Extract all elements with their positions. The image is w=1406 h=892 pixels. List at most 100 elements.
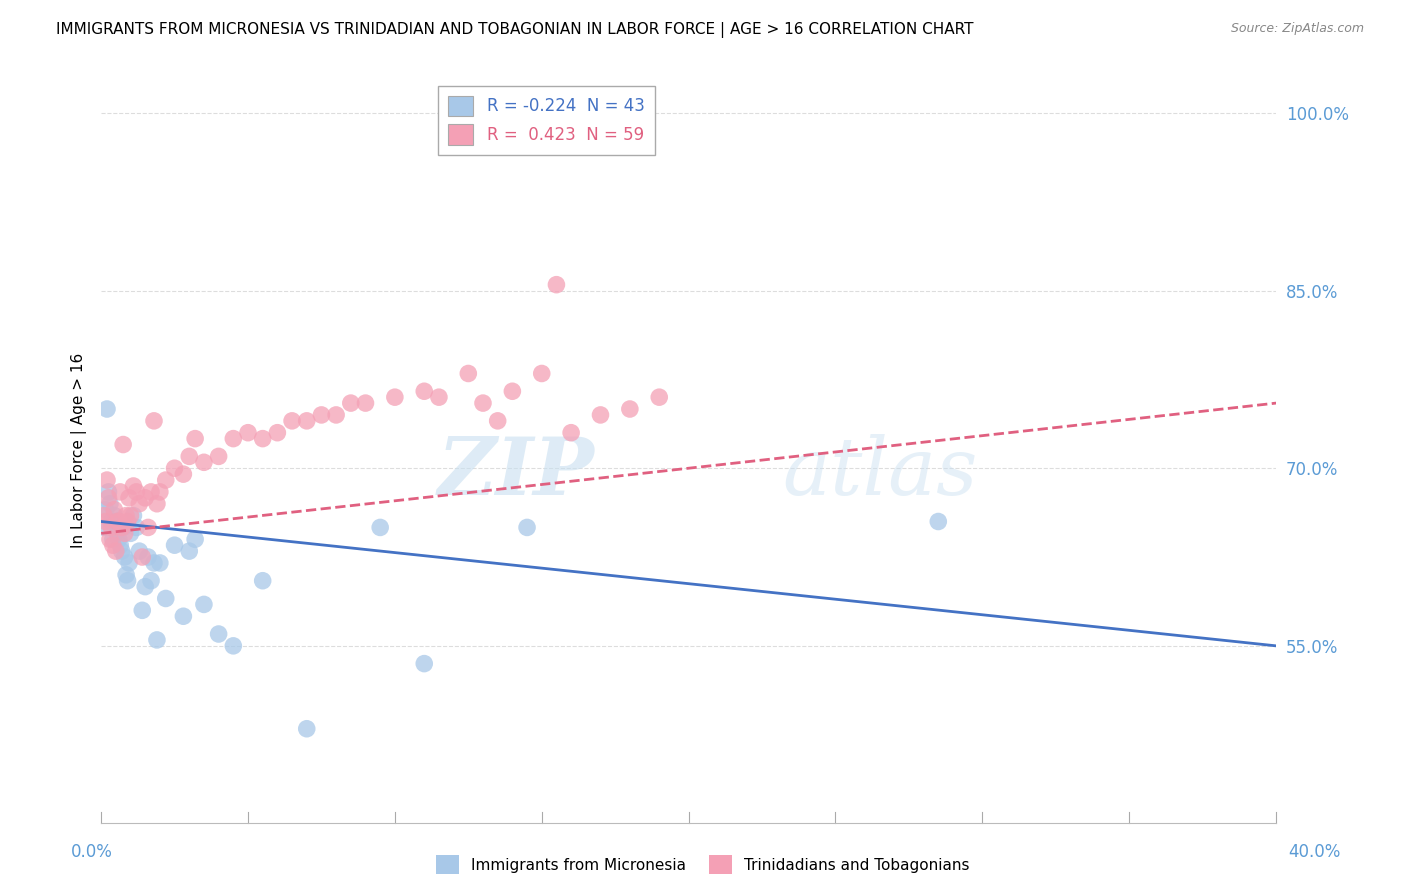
Point <box>110 484 132 499</box>
Point <box>107 533 129 547</box>
Point <box>100 520 122 534</box>
Point <box>155 473 177 487</box>
Legend: R = -0.224  N = 43, R =  0.423  N = 59: R = -0.224 N = 43, R = 0.423 N = 59 <box>439 86 655 155</box>
Point <box>155 591 177 606</box>
Text: ZIP: ZIP <box>437 434 595 512</box>
Point <box>97 484 120 499</box>
Point <box>110 538 132 552</box>
Point <box>589 408 612 422</box>
Point <box>104 544 127 558</box>
Point <box>619 402 641 417</box>
Point <box>427 390 450 404</box>
Point <box>120 508 142 523</box>
Point <box>104 515 127 529</box>
Point <box>101 538 124 552</box>
Y-axis label: In Labor Force | Age > 16: In Labor Force | Age > 16 <box>72 353 87 548</box>
Point <box>413 657 436 671</box>
Point <box>112 520 135 534</box>
Point <box>96 473 118 487</box>
Point <box>222 639 245 653</box>
Point <box>560 425 582 440</box>
Point <box>120 526 142 541</box>
Point <box>266 425 288 440</box>
Point <box>457 367 479 381</box>
Point <box>94 515 117 529</box>
Point <box>122 508 145 523</box>
Point <box>139 484 162 499</box>
Point <box>163 538 186 552</box>
Point <box>125 484 148 499</box>
Point <box>103 502 125 516</box>
Point <box>179 450 201 464</box>
Point <box>184 432 207 446</box>
Point <box>122 479 145 493</box>
Point <box>340 396 363 410</box>
Point <box>325 408 347 422</box>
Point <box>114 549 136 564</box>
Point <box>546 277 568 292</box>
Point <box>107 515 129 529</box>
Point <box>131 603 153 617</box>
Point <box>115 567 138 582</box>
Point <box>530 367 553 381</box>
Point <box>143 556 166 570</box>
Point <box>281 414 304 428</box>
Point <box>112 437 135 451</box>
Point <box>136 520 159 534</box>
Point <box>115 508 138 523</box>
Point <box>295 414 318 428</box>
Point <box>105 515 128 529</box>
Text: IMMIGRANTS FROM MICRONESIA VS TRINIDADIAN AND TOBAGONIAN IN LABOR FORCE | AGE > : IMMIGRANTS FROM MICRONESIA VS TRINIDADIA… <box>56 22 974 38</box>
Point <box>516 520 538 534</box>
Point <box>105 526 128 541</box>
Point <box>128 497 150 511</box>
Legend: Immigrants from Micronesia, Trinidadians and Tobagonians: Immigrants from Micronesia, Trinidadians… <box>430 849 976 880</box>
Point <box>648 390 671 404</box>
Point <box>207 450 229 464</box>
Text: atlas: atlas <box>783 434 979 512</box>
Text: Source: ZipAtlas.com: Source: ZipAtlas.com <box>1230 22 1364 36</box>
Point <box>139 574 162 588</box>
Point <box>94 502 117 516</box>
Point <box>118 491 141 505</box>
Point <box>172 467 194 482</box>
Point <box>252 574 274 588</box>
Point <box>193 455 215 469</box>
Point <box>222 432 245 446</box>
Point <box>128 544 150 558</box>
Point <box>486 414 509 428</box>
Point <box>927 515 949 529</box>
Point <box>100 515 122 529</box>
Point <box>501 384 523 399</box>
Point <box>149 484 172 499</box>
Point <box>117 574 139 588</box>
Point <box>413 384 436 399</box>
Point <box>149 556 172 570</box>
Point <box>103 508 125 523</box>
Point <box>118 556 141 570</box>
Point <box>98 533 121 547</box>
Point <box>311 408 333 422</box>
Point <box>163 461 186 475</box>
Point <box>354 396 377 410</box>
Point <box>136 549 159 564</box>
Point <box>146 497 169 511</box>
Text: 0.0%: 0.0% <box>70 843 112 861</box>
Point <box>472 396 495 410</box>
Point <box>134 580 156 594</box>
Point <box>172 609 194 624</box>
Point <box>368 520 391 534</box>
Point <box>93 520 115 534</box>
Point <box>117 515 139 529</box>
Point <box>207 627 229 641</box>
Point <box>236 425 259 440</box>
Point <box>125 520 148 534</box>
Point <box>131 549 153 564</box>
Point <box>252 432 274 446</box>
Point <box>295 722 318 736</box>
Point <box>179 544 201 558</box>
Text: 40.0%: 40.0% <box>1288 843 1341 861</box>
Point <box>184 533 207 547</box>
Point <box>143 414 166 428</box>
Point <box>93 508 115 523</box>
